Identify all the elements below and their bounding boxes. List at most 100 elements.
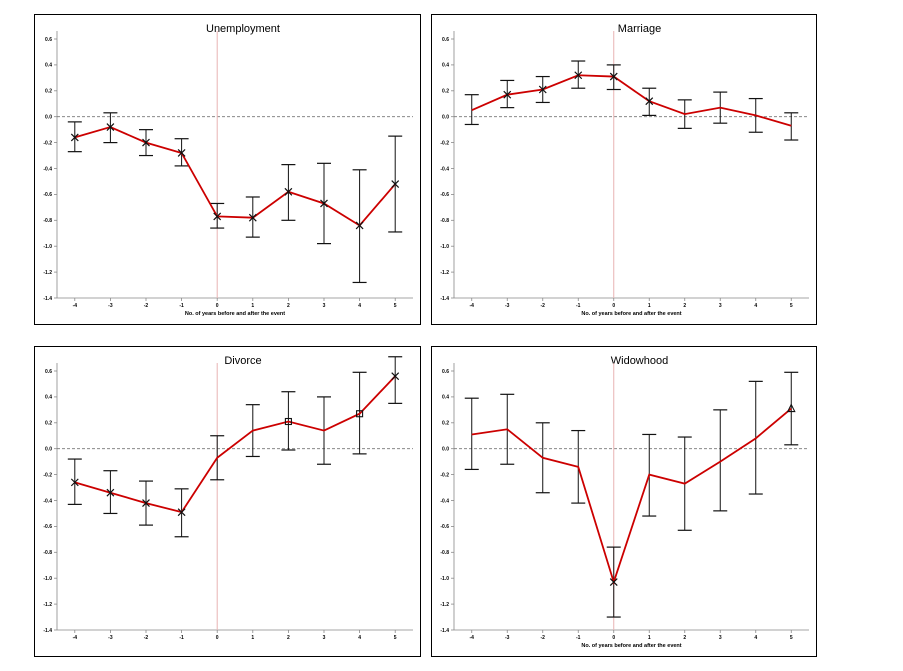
data-point-x-marker <box>177 508 186 517</box>
y-tick-label: -0.2 <box>440 140 449 146</box>
y-tick-label: 0.6 <box>442 369 449 375</box>
x-tick-label: 2 <box>683 303 686 309</box>
x-marker-stroke <box>177 508 186 517</box>
chart-marriage: Marriage 0.6 0.4 0.2 0.0 -0.2 -0.4 -0.6 -0.8 -1.0… <box>440 23 809 317</box>
data-point-triangle-marker <box>786 403 796 413</box>
x-tick-label: -2 <box>541 303 546 309</box>
y-tick-label: 0.6 <box>442 37 449 43</box>
x-marker-stroke <box>248 213 257 222</box>
y-tick-label: -0.4 <box>440 498 449 504</box>
y-tick-label: -0.6 <box>440 524 449 530</box>
y-tick-label: 0.4 <box>442 395 449 401</box>
y-tick-label: -1.2 <box>43 270 52 276</box>
y-tick-label: -0.8 <box>440 550 449 556</box>
y-tick-label: -1.4 <box>43 628 52 634</box>
y-tick-label: 0.4 <box>442 63 449 69</box>
x-tick-label: -1 <box>179 303 184 309</box>
y-tick-label: 0.2 <box>442 89 449 95</box>
x-tick-label: -4 <box>470 303 475 309</box>
x-tick-label: -4 <box>73 303 78 309</box>
data-point-x-marker <box>106 123 115 131</box>
chart-unemployment: Unemployment 0.6 0.4 0.2 0.0 -0.2 -0.4 -0.6 -0.8… <box>43 23 413 317</box>
error-bar <box>784 112 799 141</box>
series-line <box>471 407 792 586</box>
x-tick-label: 1 <box>251 303 254 309</box>
x-tick-label: 1 <box>648 303 651 309</box>
data-point-x-marker <box>213 212 222 221</box>
x-marker-stroke <box>213 212 222 221</box>
chart-title: Divorce <box>224 355 261 367</box>
data-point-x-marker <box>70 133 79 142</box>
x-tick-label: 5 <box>790 635 793 641</box>
series-line <box>471 74 792 127</box>
x-tick-label: -1 <box>576 635 581 641</box>
x-marker-stroke <box>609 72 618 81</box>
x-tick-label: 3 <box>719 635 722 641</box>
x-marker-stroke <box>70 478 79 487</box>
data-point-x-marker <box>574 71 583 80</box>
x-marker-stroke <box>391 180 400 188</box>
error-bar <box>784 371 799 446</box>
y-tick-label: -0.6 <box>440 192 449 198</box>
chart-title: Unemployment <box>206 23 280 35</box>
y-tick-label: -0.6 <box>43 192 52 198</box>
x-marker-stroke <box>355 221 364 230</box>
error-bar <box>388 356 403 404</box>
data-point-square-marker <box>284 417 292 426</box>
data-point-x-marker <box>609 72 618 81</box>
data-point-x-marker <box>645 97 654 106</box>
x-tick-label: -4 <box>73 635 78 641</box>
y-tick-label: -0.8 <box>43 550 52 556</box>
x-tick-label: 4 <box>358 303 361 309</box>
x-tick-label: 0 <box>612 303 615 309</box>
y-tick-label: 0.0 <box>45 447 52 453</box>
x-marker-stroke <box>106 488 115 497</box>
chart-panel-unemployment: Unemployment 0.6 0.4 0.2 0.0 -0.2 -0.4 -0.6 -0.8… <box>34 14 421 325</box>
x-tick-label: 2 <box>287 303 290 309</box>
y-tick-label: 0.2 <box>45 421 52 427</box>
y-tick-label: 0.2 <box>45 89 52 95</box>
y-tick-label: -0.2 <box>440 472 449 478</box>
chart-panel-divorce: Divorce 0.6 0.4 0.2 0.0 -0.2 -0.4 -0.6 -0.8 -1.0 -… <box>34 346 421 657</box>
y-tick-label: -0.2 <box>43 140 52 146</box>
x-tick-label: 1 <box>251 635 254 641</box>
x-tick-label: -3 <box>505 635 510 641</box>
x-tick-label: 3 <box>323 303 326 309</box>
y-tick-label: 0.0 <box>442 447 449 453</box>
data-point-x-marker <box>538 85 547 94</box>
x-marker-stroke <box>284 187 293 196</box>
x-tick-label: 0 <box>216 303 219 309</box>
x-tick-label: 3 <box>719 303 722 309</box>
x-tick-label: 1 <box>648 635 651 641</box>
x-tick-label: -1 <box>179 635 184 641</box>
data-point-x-marker <box>284 187 293 196</box>
data-point-x-marker <box>70 478 79 487</box>
y-tick-label: -1.0 <box>440 576 449 582</box>
x-tick-label: 5 <box>394 303 397 309</box>
x-tick-label: -2 <box>144 303 149 309</box>
data-point-x-marker <box>142 138 150 147</box>
y-tick-label: -0.6 <box>43 524 52 530</box>
x-tick-label: 2 <box>287 635 290 641</box>
y-tick-label: -1.4 <box>43 296 52 302</box>
x-marker-stroke <box>609 578 618 587</box>
x-tick-label: 4 <box>358 635 361 641</box>
chart-divorce: Divorce 0.6 0.4 0.2 0.0 -0.2 -0.4 -0.6 -0.8 -1.0 -… <box>43 355 413 641</box>
x-marker-stroke <box>142 138 150 147</box>
data-point-x-marker <box>142 499 150 508</box>
x-marker-stroke <box>391 372 400 381</box>
y-tick-label: -0.4 <box>440 166 449 172</box>
x-tick-label: -3 <box>108 303 113 309</box>
y-tick-label: -0.4 <box>43 166 52 172</box>
chart-widowhood: Widowhood 0.6 0.4 0.2 0.0 -0.2 -0.4 -0.6 -0.8 -1.… <box>440 355 809 649</box>
y-tick-label: -1.4 <box>440 628 449 634</box>
x-marker-stroke <box>142 499 150 508</box>
y-tick-label: 0.4 <box>45 395 52 401</box>
y-tick-label: 0.4 <box>45 63 52 69</box>
x-marker-stroke <box>177 149 186 157</box>
y-tick-label: -1.0 <box>43 244 52 250</box>
x-tick-label: 5 <box>394 635 397 641</box>
x-tick-label: -3 <box>108 635 113 641</box>
x-marker-stroke <box>320 199 328 208</box>
data-point-square-marker <box>356 410 364 418</box>
